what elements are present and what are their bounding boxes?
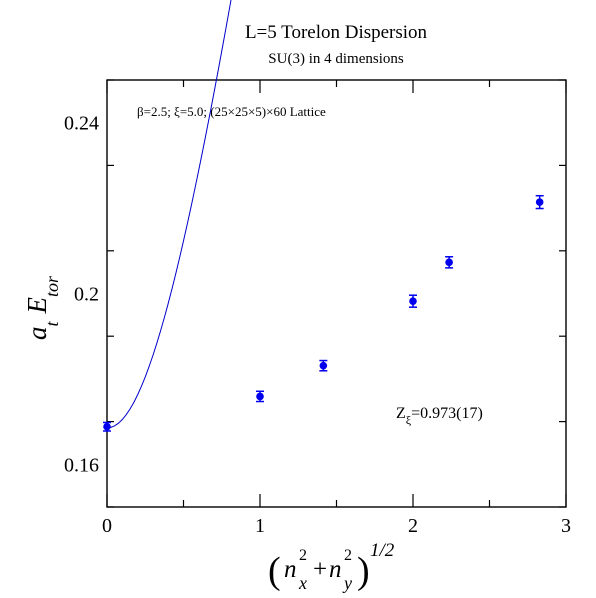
x-tick-label: 1 <box>255 515 265 537</box>
x-tick-label: 2 <box>408 515 418 537</box>
parameter-annotation: β=2.5; ξ=5.0; (25×25×5)×60 Lattice <box>137 104 326 119</box>
ylabel-e-sub: tor <box>42 275 62 297</box>
y-tick-label: 0.2 <box>74 284 99 306</box>
xlabel-sup2: 2 <box>344 547 352 564</box>
fit-result-label: Zξ=0.973(17) <box>396 405 483 427</box>
y-axis-label: at Etor <box>22 275 62 340</box>
fit-label-sub: ξ <box>406 413 412 427</box>
data-point <box>256 392 264 401</box>
xlabel-n2: n <box>329 556 342 583</box>
fit-label-main: Z <box>396 405 406 422</box>
xlabel-n1: n <box>284 556 297 583</box>
axis-tick-labels: 0 1 2 3 0.16 0.2 0.24 <box>64 113 571 537</box>
fit-label-value: =0.973(17) <box>411 405 483 422</box>
x-tick-label: 0 <box>102 515 112 537</box>
data-point <box>445 258 453 267</box>
y-tick-label: 0.24 <box>64 113 99 135</box>
y-tick-label: 0.16 <box>64 454 99 476</box>
data-points <box>103 194 544 432</box>
xlabel-sub1: x <box>298 573 307 593</box>
chart-subtitle: SU(3) in 4 dimensions <box>268 51 404 67</box>
chart-title: L=5 Torelon Dispersion <box>245 22 428 43</box>
ylabel-a: a <box>22 327 52 341</box>
data-point <box>103 422 111 431</box>
ylabel-e: E <box>22 296 52 314</box>
fit-curve <box>106 0 232 429</box>
ylabel-a-sub: t <box>42 321 62 327</box>
xlabel-plus: + <box>313 556 327 583</box>
xlabel-sup1: 2 <box>299 547 307 564</box>
axis-ticks <box>106 79 567 508</box>
x-axis-label: ( n 2 x + n 2 y ) 1/2 <box>268 540 395 593</box>
data-point <box>535 198 544 206</box>
plot-frame <box>106 79 567 508</box>
xlabel-open-paren: ( <box>268 550 281 592</box>
xlabel-sub2: y <box>342 573 352 593</box>
data-point <box>319 361 328 370</box>
xlabel-close-paren: ) <box>357 550 370 592</box>
x-tick-label: 3 <box>561 515 571 537</box>
data-point <box>409 297 417 305</box>
xlabel-power: 1/2 <box>370 540 395 561</box>
